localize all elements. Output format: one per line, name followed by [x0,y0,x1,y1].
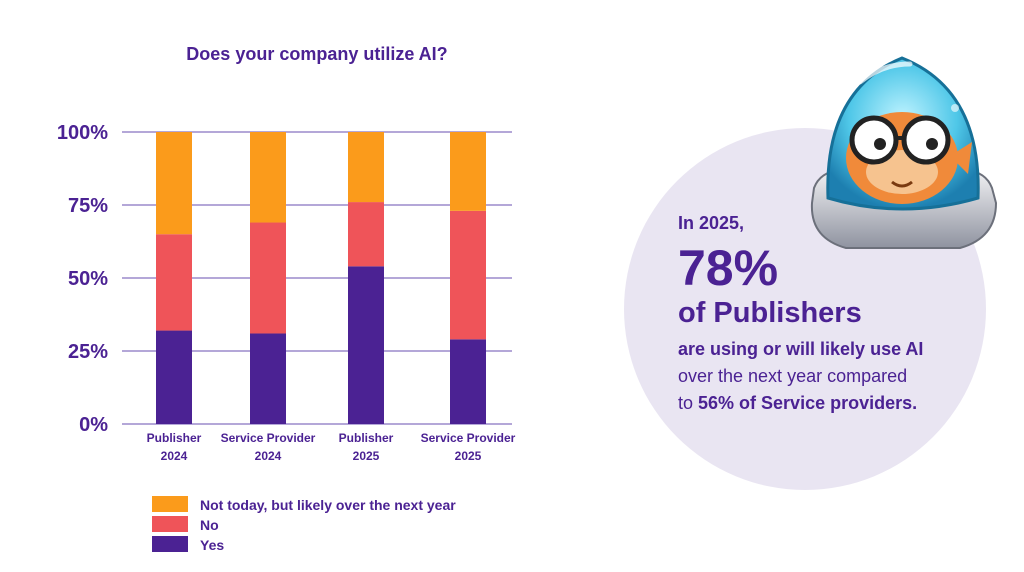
bar-segment [250,333,286,424]
y-tick-label: 0% [79,414,108,436]
y-tick-label: 25% [68,341,108,363]
bar-segment [156,330,192,424]
x-tick-label: Service Provider 2024 [221,431,316,463]
bar-segment [450,339,486,424]
bar-segment [348,266,384,424]
bar-segment [156,234,192,331]
callout-line-2: over the next year compared [678,366,908,386]
legend-swatch [152,496,188,512]
callout-line-1: are using or will likely use AI [678,339,924,359]
legend-label: No [200,517,219,533]
chart-title: Does your company utilize AI? [186,44,447,64]
y-tick-label: 75% [68,195,108,217]
legend-swatch [152,536,188,552]
x-tick-label: Publisher 2024 [147,431,202,463]
callout-subject: of Publishers [678,297,862,329]
bar-segment [348,202,384,267]
bar-segment [250,132,286,223]
callout-line-3-prefix: to [678,393,699,413]
callout-line-3: to 56% of Service providers. [678,393,917,414]
bar-segment [450,210,486,340]
callout-percentage: 78% [678,240,779,296]
callout-intro: In 2025, [678,213,745,233]
bar-segment [250,222,286,334]
y-tick-label: 50% [68,268,108,290]
callout-line-3-bold: 56% of Service providers. [698,393,918,413]
bar-segment [156,132,192,235]
bar-segment [348,132,384,203]
x-tick-label: Service Provider 2025 [421,431,516,463]
x-tick-label: Publisher 2025 [339,431,394,463]
y-tick-label: 100% [57,122,108,144]
legend-label: Not today, but likely over the next year [200,497,456,513]
legend-swatch [152,516,188,532]
legend-label: Yes [200,537,224,553]
pufferfish-in-jar-icon [810,56,998,249]
bar-segment [450,132,486,211]
